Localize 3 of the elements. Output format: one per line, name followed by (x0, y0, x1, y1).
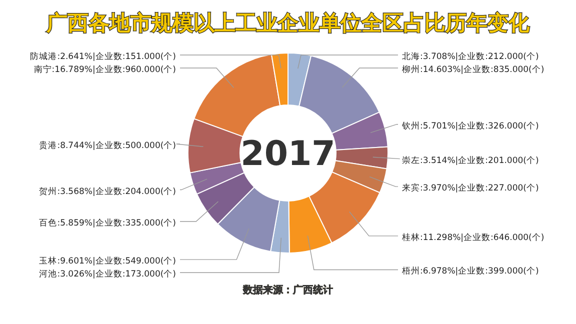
center-text: 2017 (240, 134, 336, 174)
source: 数据来源：广西统计 (243, 285, 333, 296)
title: 广西各地市规模以上工业企业单位全区占比历年变化 (46, 11, 530, 35)
